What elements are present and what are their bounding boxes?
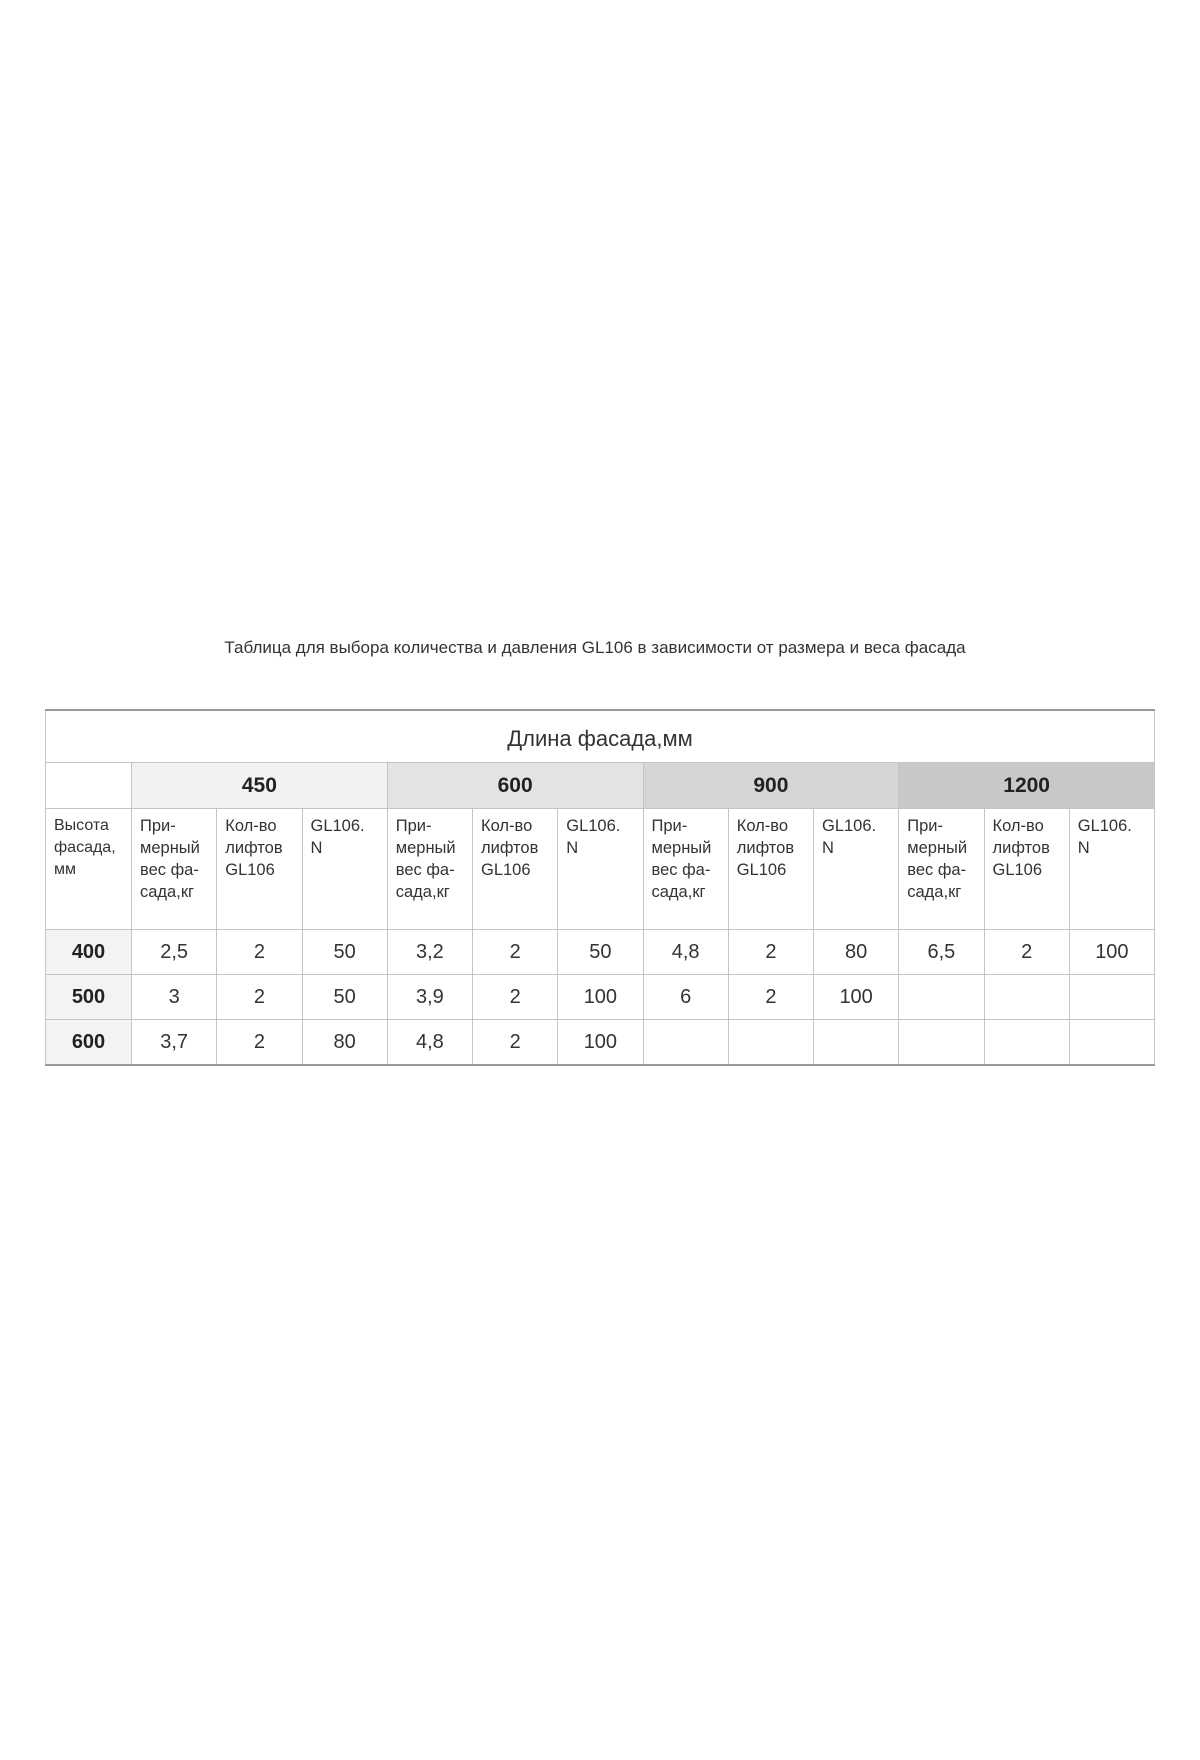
- table-cell: 3,9: [386, 974, 474, 1020]
- table-row: 600 3,7 2 80 4,8 2 100: [45, 1019, 1156, 1066]
- row-header-label-text: Высота фасада, мм: [54, 817, 116, 878]
- table-cell: 6: [642, 974, 729, 1020]
- sub-header-text: При- мерный вес фа- сада,кг: [140, 817, 200, 901]
- sub-header-text: GL106. N: [1077, 817, 1132, 857]
- table-cell: [727, 1019, 815, 1066]
- table-cell: 4,8: [642, 929, 729, 975]
- length-group-600: 600: [386, 762, 644, 809]
- sub-header-cell: При- мерный вес фа- сада,кг: [386, 808, 474, 930]
- sub-header-cell: GL106. N: [301, 808, 388, 930]
- sub-header-text: GL106. N: [566, 817, 621, 857]
- table-row: 400 2,5 2 50 3,2 2 50 4,8 2 80 6,5 2 100: [45, 929, 1156, 975]
- table-row: 500 3 2 50 3,9 2 100 6 2 100: [45, 974, 1156, 1020]
- table-cell: [983, 1019, 1070, 1066]
- table-cell: [812, 1019, 900, 1066]
- table-cell: 2: [471, 929, 559, 975]
- sub-header-text: GL106. N: [310, 817, 365, 857]
- table-cell: 3,7: [130, 1019, 218, 1066]
- table-cell: 4,8: [386, 1019, 474, 1066]
- table-cell: 100: [812, 974, 900, 1020]
- sub-header-cell: GL106. N: [812, 808, 900, 930]
- sub-header-cell: При- мерный вес фа- сада,кг: [130, 808, 218, 930]
- table-cell: 100: [557, 974, 644, 1020]
- row-height-cell: 600: [45, 1019, 132, 1066]
- table-cell: 80: [301, 1019, 388, 1066]
- table-cell: 6,5: [898, 929, 985, 975]
- table-cell: [642, 1019, 729, 1066]
- table-cell: 2: [216, 974, 303, 1020]
- sub-header-cell: При- мерный вес фа- сада,кг: [898, 808, 985, 930]
- sub-header-cell: Кол-во лифтов GL106: [727, 808, 815, 930]
- sub-header-text: Кол-во лифтов GL106: [481, 817, 539, 879]
- table-cell: [898, 1019, 985, 1066]
- row-height-cell: 500: [45, 974, 132, 1020]
- sub-header-text: Кол-во лифтов GL106: [992, 817, 1050, 879]
- length-group-row: 450 600 900 1200: [45, 762, 1155, 809]
- table-cell: 80: [812, 929, 900, 975]
- table-cell: 2: [983, 929, 1070, 975]
- table-cell: 2: [471, 1019, 559, 1066]
- table-cell: 50: [301, 929, 388, 975]
- table-cell: 3,2: [386, 929, 474, 975]
- table-caption: Таблица для выбора количества и давления…: [224, 638, 966, 657]
- table-cell: [983, 974, 1070, 1020]
- table-cell: [898, 974, 985, 1020]
- table-cell: 3: [130, 974, 218, 1020]
- length-group-900: 900: [642, 762, 900, 809]
- selection-table: Длина фасада,мм 450 600 900 1200 Высота фас…: [45, 709, 1156, 1066]
- empty-corner-cell: [45, 762, 132, 809]
- sub-header-cell: GL106. N: [557, 808, 644, 930]
- table-cell: 100: [1068, 929, 1156, 975]
- length-group-1200: 1200: [898, 762, 1155, 809]
- sub-header-text: При- мерный вес фа- сада,кг: [395, 817, 456, 901]
- table-cell: 2: [727, 929, 815, 975]
- row-header-label: Высота фасада, мм: [45, 808, 132, 930]
- table-cell: 2: [727, 974, 815, 1020]
- sub-header-text: При- мерный вес фа- сада,кг: [907, 817, 968, 901]
- table-cell: 2: [216, 929, 303, 975]
- table-cell: 50: [557, 929, 644, 975]
- sub-header-text: Кол-во лифтов GL106: [225, 817, 283, 879]
- table-cell: 2,5: [130, 929, 218, 975]
- sub-header-cell: При- мерный вес фа- сада,кг: [642, 808, 729, 930]
- table-cell: 100: [557, 1019, 644, 1066]
- sub-header-text: Кол-во лифтов GL106: [736, 817, 795, 879]
- table-cell: [1068, 1019, 1156, 1066]
- row-height-cell: 400: [45, 929, 132, 975]
- sub-header-row: Высота фасада, мм При- мерный вес фа- са…: [45, 808, 1156, 930]
- table-title: Длина фасада,мм: [45, 709, 1155, 763]
- sub-header-text: При- мерный вес фа- сада,кг: [651, 817, 712, 901]
- length-group-450: 450: [131, 762, 388, 809]
- table-cell: 50: [301, 974, 388, 1020]
- table-cell: 2: [471, 974, 559, 1020]
- sub-header-cell: Кол-во лифтов GL106: [471, 808, 559, 930]
- sub-header-cell: GL106. N: [1068, 808, 1156, 930]
- sub-header-text: GL106. N: [822, 817, 877, 857]
- table-cell: [1068, 974, 1156, 1020]
- sub-header-cell: Кол-во лифтов GL106: [983, 808, 1070, 930]
- table-cell: 2: [216, 1019, 303, 1066]
- table-title-row: Длина фасада,мм: [45, 709, 1155, 763]
- sub-header-cell: Кол-во лифтов GL106: [216, 808, 303, 930]
